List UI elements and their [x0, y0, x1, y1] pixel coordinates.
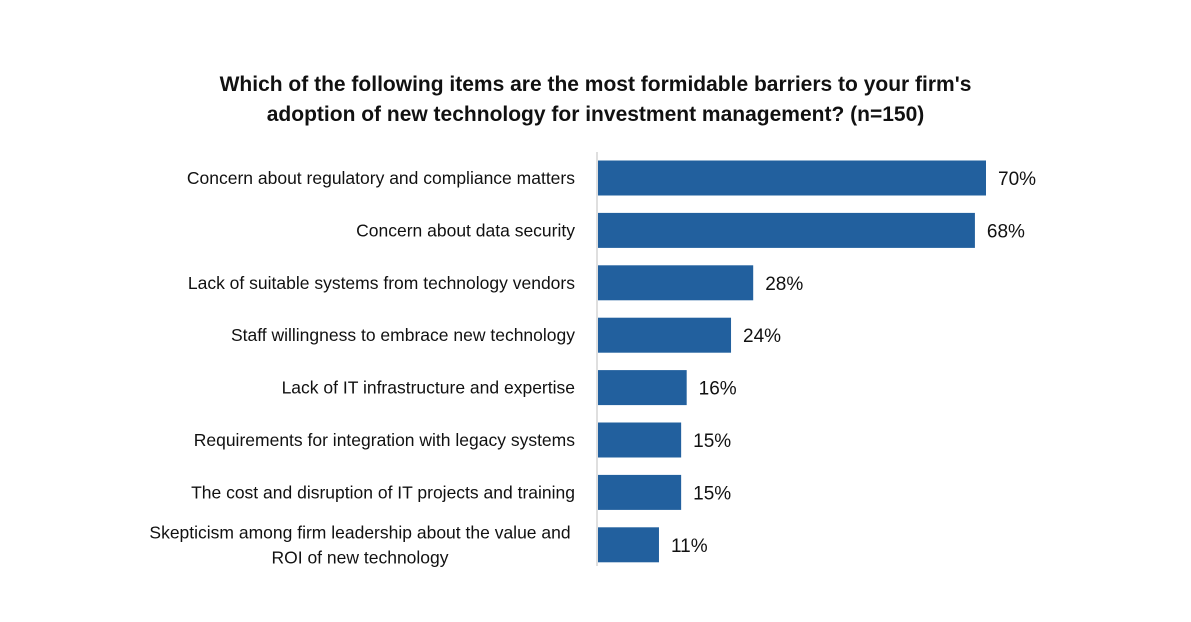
- category-label-6: Requirements for integration with legacy…: [194, 430, 576, 450]
- bar-5: [598, 370, 687, 406]
- category-labels: Concern about regulatory and compliance …: [149, 168, 575, 567]
- category-label-2: Concern about data security: [356, 220, 575, 240]
- category-label-7: The cost and disruption of IT projects a…: [191, 482, 575, 502]
- category-label-4: Staff willingness to embrace new technol…: [231, 325, 575, 345]
- value-label-2: 68%: [987, 221, 1025, 242]
- bar-8: [598, 527, 659, 563]
- bar-6: [598, 422, 682, 458]
- bar-3: [598, 265, 754, 301]
- category-label-5: Lack of IT infrastructure and expertise: [282, 378, 575, 398]
- bar-7: [598, 474, 682, 510]
- value-label-6: 15%: [693, 431, 731, 452]
- bar-4: [598, 317, 732, 353]
- value-label-4: 24%: [743, 326, 781, 347]
- chart-title-line-2: adoption of new technology for investmen…: [266, 103, 925, 126]
- value-labels: 70% 68% 28% 24% 16% 15% 15% 11%: [671, 169, 1036, 557]
- value-label-7: 15%: [693, 483, 731, 504]
- chart-title: Which of the following items are the mos…: [0, 70, 1191, 130]
- bars: [598, 160, 986, 563]
- category-label-1: Concern about regulatory and compliance …: [187, 168, 575, 188]
- chart-title-line-1: Which of the following items are the mos…: [219, 73, 972, 96]
- category-label-3: Lack of suitable systems from technology…: [188, 273, 575, 293]
- bar-1: [598, 160, 986, 196]
- value-label-1: 70%: [998, 169, 1036, 190]
- value-label-3: 28%: [765, 274, 803, 295]
- value-label-8: 11%: [671, 536, 708, 557]
- category-label-8: Skepticism among firm leadership about t…: [149, 522, 570, 567]
- bar-2: [598, 212, 975, 248]
- value-label-5: 16%: [699, 379, 737, 400]
